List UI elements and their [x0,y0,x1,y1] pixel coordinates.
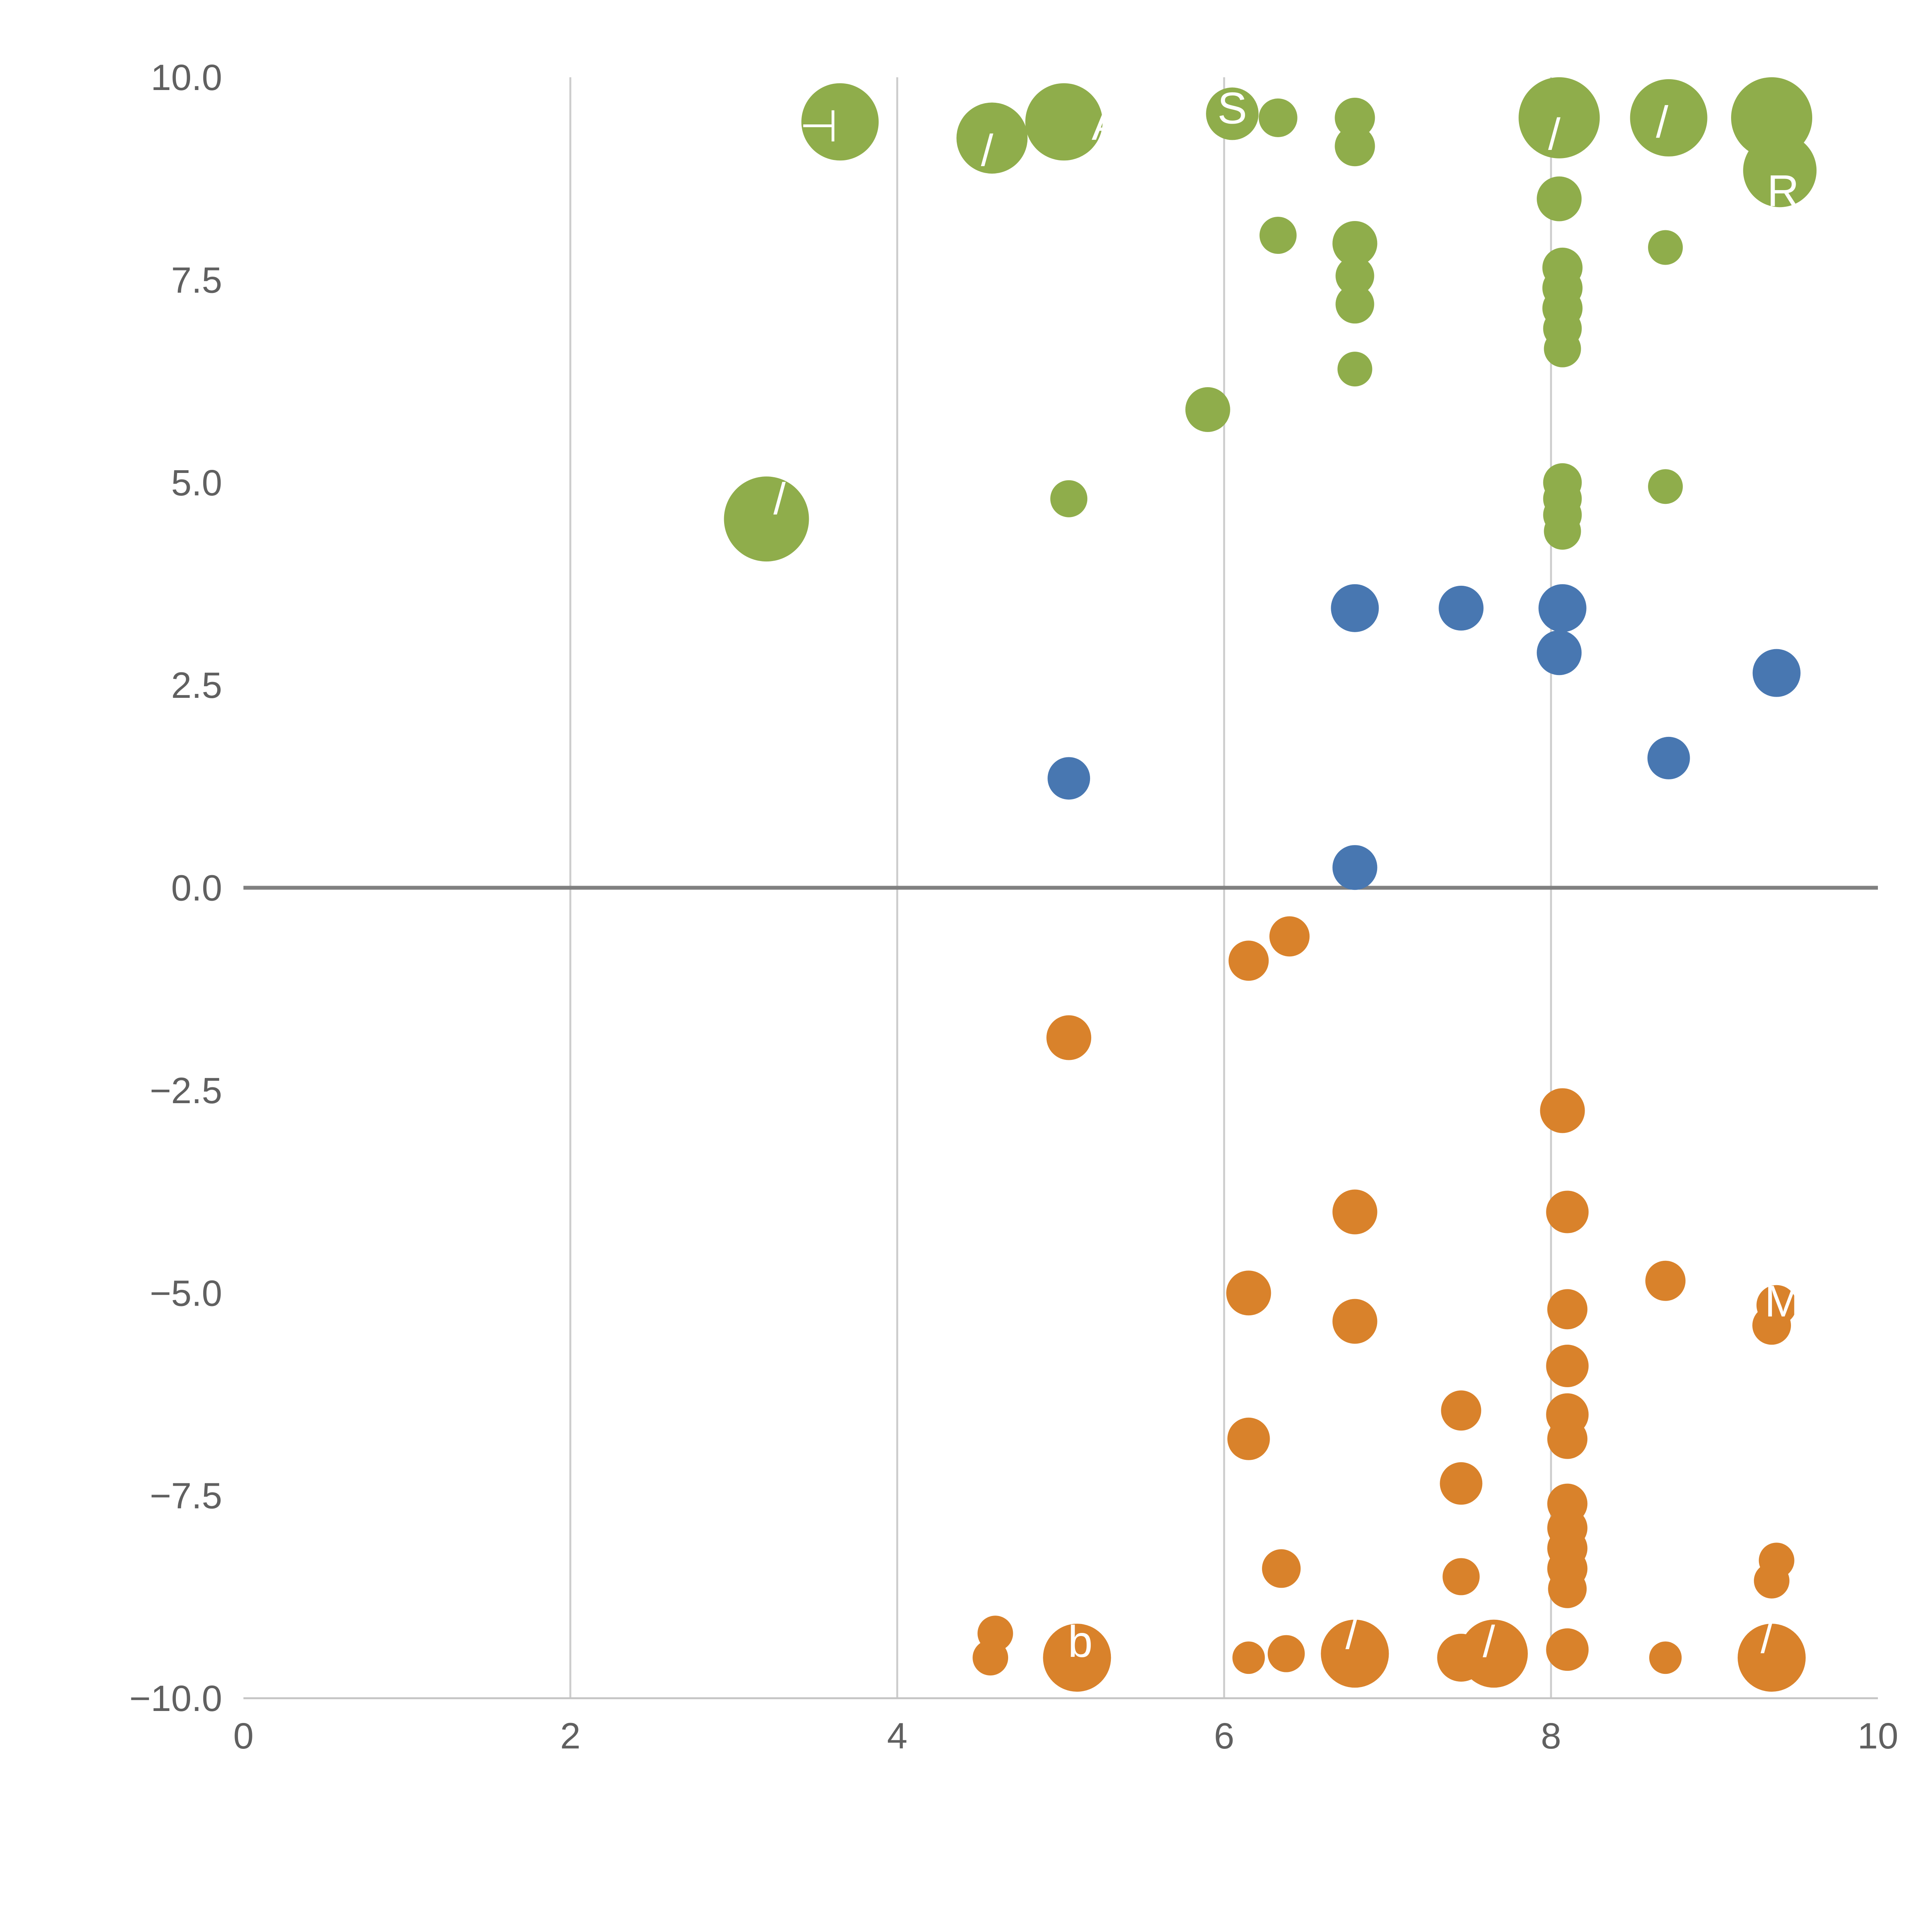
x-tick-labels: 0 2 4 6 8 10 [233,1716,1898,1757]
data-point-green [1335,256,1374,295]
data-point-green [1544,330,1581,367]
data-point-orange [1754,1563,1790,1599]
data-point-orange [1649,1641,1682,1674]
data-point-blue [1537,630,1582,675]
data-point-green [1648,469,1683,504]
bubble-label: / [1760,1613,1773,1663]
data-point-orange [1738,1624,1806,1692]
data-point-orange [1441,1390,1481,1431]
y-tick-label: −7.5 [150,1476,222,1517]
data-point-blue [1331,584,1379,632]
y-tick-label: 0.0 [171,868,222,909]
data-point-green [1185,387,1230,432]
y-tick-label: 10.0 [151,57,222,98]
y-tick-label: 5.0 [171,463,222,503]
data-point-orange [1547,1289,1588,1330]
data-point-green [1519,77,1600,158]
data-point-green [724,476,809,562]
data-point-orange [1459,1619,1528,1688]
data-point-orange [1321,1619,1389,1688]
data-point-orange [1232,1641,1265,1674]
data-point-orange [973,1640,1009,1676]
x-tick-label: 10 [1857,1716,1898,1757]
y-tick-label: 7.5 [171,260,222,301]
series-blue [1048,584,1801,890]
x-tick-label: 8 [1541,1716,1561,1757]
data-point-blue [1048,757,1090,800]
bubble-label: R [1767,167,1799,216]
data-point-green [1544,512,1581,550]
y-tick-label: −2.5 [150,1070,222,1111]
data-point-green [1259,98,1298,137]
data-point-green [1335,97,1375,138]
data-point-green [1206,87,1259,140]
data-point-green [1630,79,1708,156]
data-point-blue [1439,585,1484,631]
bubble-label: / [981,126,993,175]
series-green [724,77,1817,562]
data-point-blue [1752,649,1801,697]
data-point-orange [1548,1569,1587,1608]
data-point-orange [1332,1189,1378,1235]
data-point-blue [1647,736,1690,779]
bubble-label: b [1068,1617,1093,1667]
data-point-green [1648,230,1683,265]
data-point-green [1743,134,1817,207]
y-tick-label: −10.0 [129,1678,222,1719]
data-point-orange [1046,1015,1092,1060]
data-point-orange [1546,1345,1589,1388]
data-point-blue [1538,584,1587,632]
data-point-orange [1540,1088,1585,1133]
data-point-orange [1228,940,1269,981]
bubble-label: A [1092,100,1121,150]
data-point-orange [1226,1270,1271,1316]
y-tick-label: −5.0 [150,1273,222,1314]
data-point-green [1025,83,1103,161]
data-point-green [1335,126,1375,167]
bubble-label: M [1765,1277,1802,1326]
y-tick-label: 2.5 [171,665,222,706]
data-point-green [801,83,879,161]
data-point-orange [1547,1418,1588,1459]
x-tick-label: 2 [560,1716,581,1757]
x-tick-label: 6 [1214,1716,1235,1757]
x-tick-label: 0 [233,1716,254,1757]
data-point-orange [1442,1558,1480,1595]
bubble-labels: ⊣ / A S / / R / Mb / / / [773,84,1801,1667]
data-point-orange [1332,1299,1378,1344]
data-point-orange [1043,1624,1111,1692]
data-point-orange [1546,1190,1589,1233]
data-point-orange [1227,1417,1270,1460]
data-point-orange [1262,1549,1301,1588]
data-point-orange [1546,1628,1589,1671]
bubble-label: S [1218,84,1247,133]
data-point-green [1050,480,1088,517]
data-point-green [1537,176,1582,221]
x-tick-label: 4 [887,1716,908,1757]
bubble-label: / [773,474,786,524]
bubble-label: / [1345,1609,1358,1658]
data-point-green [1335,285,1374,324]
series-orange [973,916,1806,1692]
data-point-orange [1267,1635,1305,1672]
data-point-green [1259,217,1297,254]
data-point-orange [1752,1306,1791,1345]
bubble-label: / [1548,110,1560,159]
data-point-green [1332,221,1378,266]
data-point-green [956,102,1028,174]
data-point-orange [1440,1462,1483,1505]
data-point-blue [1332,845,1378,890]
bubble-label: ⊣ [799,102,838,151]
y-tick-labels: 10.0 7.5 5.0 2.5 0.0 −2.5 −5.0 −7.5 −10.0 [129,57,222,1719]
data-point-orange [1645,1260,1686,1301]
bubble-label: / [1656,97,1668,147]
data-point-orange [1269,916,1310,957]
data-point-green [1337,352,1372,387]
bubble-label: / [1483,1617,1495,1667]
